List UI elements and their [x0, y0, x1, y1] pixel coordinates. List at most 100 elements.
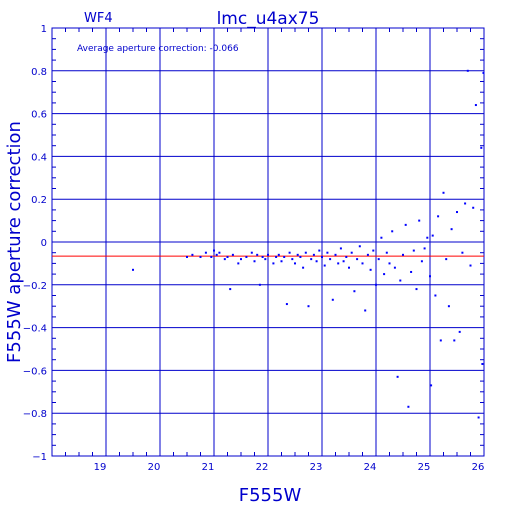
y-tick-label: 0.2 [31, 195, 47, 206]
x-tick-label: 22 [256, 462, 269, 473]
data-point [353, 290, 356, 293]
data-point [477, 416, 480, 419]
data-point [253, 260, 256, 263]
data-point [237, 262, 240, 265]
tick-marks [52, 28, 484, 456]
y-axis-label: F555W aperture correction [4, 121, 25, 363]
data-point [307, 305, 310, 308]
data-point [366, 253, 369, 256]
data-point [464, 202, 467, 205]
data-point [321, 255, 323, 258]
data-point [458, 330, 461, 333]
data-point [410, 270, 413, 273]
data-point [364, 309, 367, 312]
data-point [323, 264, 326, 267]
data-point [385, 251, 388, 254]
data-point [407, 405, 410, 408]
data-point [310, 258, 313, 261]
data-point [215, 253, 218, 256]
data-point [199, 255, 202, 258]
data-point [461, 251, 464, 254]
data-point [404, 223, 407, 226]
data-point [283, 255, 286, 258]
x-axis-label: F555W [239, 485, 302, 506]
data-point [339, 247, 342, 250]
data-point [132, 268, 134, 271]
data-point [380, 236, 383, 239]
data-point [210, 255, 213, 258]
data-point [418, 219, 421, 222]
data-point [474, 104, 477, 107]
data-point [445, 258, 448, 261]
data-point [369, 268, 372, 271]
data-point [442, 191, 445, 194]
data-point [426, 236, 429, 239]
data-point [264, 258, 267, 261]
data-point [304, 251, 307, 254]
data-point [415, 288, 418, 291]
x-tick-label: 26 [472, 462, 485, 473]
chart-title: lmc_u4ax75 [217, 9, 320, 29]
data-point [481, 362, 484, 365]
data-point [345, 255, 348, 258]
data-point [267, 253, 269, 256]
data-point [356, 258, 359, 261]
data-point [383, 273, 386, 276]
data-point [391, 230, 394, 233]
data-point [261, 255, 264, 258]
data-point [456, 211, 458, 214]
data-point [402, 253, 404, 256]
data-point [482, 71, 485, 74]
y-tick-label: −0.2 [23, 281, 47, 292]
y-tick-label: 0.4 [31, 152, 47, 163]
data-point [329, 258, 332, 261]
data-point [280, 260, 283, 263]
data-point [218, 251, 221, 254]
data-point [472, 206, 475, 209]
x-tick-label: 24 [364, 462, 377, 473]
data-point [186, 255, 188, 258]
data-point [288, 251, 291, 254]
x-tick-label: 19 [94, 462, 107, 473]
data-point [296, 253, 299, 256]
y-tick-labels: −1 −0.8 −0.6 −0.4 −0.2 0 0.2 0.4 0.6 0.8 1 [23, 24, 47, 463]
x-tick-label: 25 [418, 462, 431, 473]
data-point [337, 262, 340, 265]
data-point [229, 288, 232, 291]
y-tick-label: 0.8 [31, 67, 47, 78]
data-point [453, 339, 456, 342]
data-point [447, 305, 450, 308]
data-point [434, 294, 437, 297]
data-point [226, 255, 229, 258]
data-point [299, 255, 302, 258]
data-points [132, 69, 485, 419]
y-tick-label: 0 [41, 238, 47, 249]
data-point [240, 258, 242, 261]
data-point [358, 245, 361, 248]
x-tick-labels: 19 20 21 22 23 24 25 26 [94, 462, 485, 473]
data-point [275, 255, 278, 258]
data-point [231, 253, 234, 256]
data-point [429, 275, 431, 278]
data-point [348, 266, 350, 269]
data-point [294, 262, 296, 265]
plot-frame [51, 27, 485, 457]
data-point [258, 283, 261, 286]
data-point [285, 303, 288, 306]
data-point [331, 298, 334, 301]
y-tick-label: 1 [41, 24, 47, 35]
data-point [439, 339, 442, 342]
data-point [318, 249, 321, 252]
data-point [361, 262, 364, 265]
data-point [375, 283, 377, 286]
data-point [272, 262, 275, 265]
data-point [326, 251, 329, 254]
data-point [466, 69, 469, 72]
data-point [377, 258, 380, 261]
y-tick-label: −0.6 [23, 366, 47, 377]
x-tick-label: 20 [148, 462, 161, 473]
y-tick-label: −1 [32, 452, 47, 463]
data-point [302, 266, 305, 269]
data-point [372, 249, 375, 252]
